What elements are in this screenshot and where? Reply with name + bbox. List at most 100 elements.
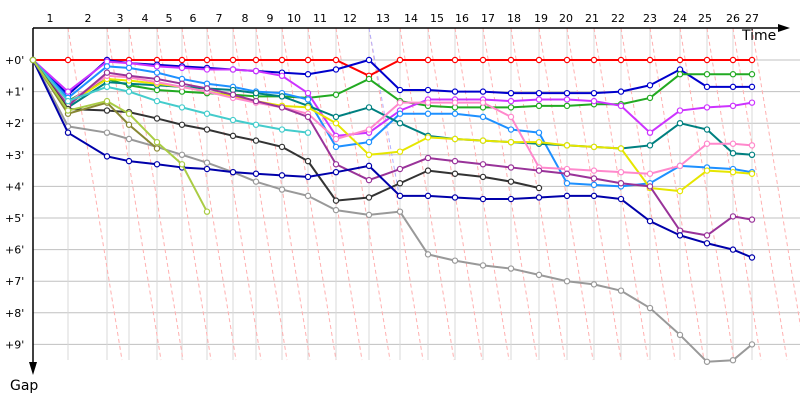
data-point <box>252 178 260 185</box>
data-point <box>729 213 737 220</box>
data-point <box>178 121 186 128</box>
data-point <box>332 168 340 176</box>
data-point <box>646 82 654 89</box>
data-point <box>424 192 432 200</box>
data-point <box>703 140 711 147</box>
data-point <box>396 208 404 215</box>
data-point <box>304 173 312 181</box>
data-point <box>676 331 684 339</box>
data-point <box>729 140 737 147</box>
data-point <box>125 72 133 80</box>
x-tick-label: 2 <box>85 12 92 25</box>
data-point <box>729 102 737 110</box>
data-point <box>365 151 373 158</box>
data-point <box>535 167 543 174</box>
data-point <box>563 170 571 177</box>
data-point <box>703 83 711 91</box>
data-point <box>703 104 711 111</box>
data-point <box>646 129 654 136</box>
data-point <box>125 135 133 143</box>
data-point <box>229 66 237 73</box>
data-point <box>479 88 487 95</box>
data-point <box>590 89 598 97</box>
data-point <box>396 86 404 94</box>
data-point <box>535 102 543 110</box>
data-point <box>646 94 654 102</box>
data-point <box>451 170 459 177</box>
data-point <box>203 208 211 215</box>
data-point <box>103 153 111 160</box>
data-point <box>396 192 404 200</box>
y-tick-label: +1' <box>5 86 24 99</box>
data-point <box>304 71 312 78</box>
data-point <box>563 56 571 64</box>
data-point <box>365 56 373 64</box>
data-point <box>178 56 186 64</box>
data-point <box>365 176 373 184</box>
data-point <box>617 180 625 187</box>
data-point <box>103 63 111 70</box>
data-point <box>748 71 756 78</box>
data-point <box>590 192 598 200</box>
data-point <box>507 56 515 64</box>
data-point <box>252 121 260 128</box>
pace-guide <box>232 27 288 361</box>
y-tick-label: +5' <box>5 212 24 225</box>
data-point <box>365 194 373 201</box>
data-point <box>646 142 654 149</box>
data-point <box>451 157 459 165</box>
x-tick-label: 19 <box>534 12 548 25</box>
data-point <box>563 89 571 97</box>
data-point <box>646 217 654 225</box>
pace-guide <box>206 27 262 361</box>
data-point <box>563 142 571 149</box>
data-point <box>125 121 133 128</box>
data-point <box>729 357 737 364</box>
x-tick-label: 5 <box>166 12 173 25</box>
data-point <box>646 170 654 177</box>
data-point <box>229 168 237 176</box>
y-tick-label: +2' <box>5 117 24 130</box>
data-point <box>203 85 211 92</box>
x-tick-label: 15 <box>430 12 444 25</box>
data-point <box>479 173 487 181</box>
data-point <box>103 83 111 91</box>
data-point <box>617 168 625 176</box>
data-point <box>703 126 711 133</box>
axes <box>29 24 790 375</box>
x-tick-label: 24 <box>673 12 687 25</box>
data-point <box>590 181 598 189</box>
y-tick-label: +7' <box>5 275 24 288</box>
series-15 <box>29 56 211 215</box>
data-point <box>178 64 186 72</box>
data-point <box>479 195 487 203</box>
data-point <box>153 97 161 105</box>
data-point <box>332 143 340 151</box>
data-point <box>203 66 211 73</box>
data-point <box>590 175 598 182</box>
data-point <box>332 66 340 73</box>
data-point <box>703 167 711 174</box>
pace-guide <box>307 27 363 361</box>
data-point <box>479 137 487 144</box>
x-axis-title: Time <box>741 28 776 44</box>
data-point <box>535 138 543 146</box>
data-point <box>748 99 756 106</box>
tick-labels: +0'+1'+2'+3'+4'+5'+6'+7'+8'+9'1 2 3 4 5 6 7 8 9 1… <box>5 12 759 351</box>
data-point <box>729 150 737 157</box>
data-point <box>64 56 72 64</box>
data-point <box>507 265 515 272</box>
data-point <box>332 161 340 168</box>
data-point <box>396 99 404 106</box>
data-point <box>590 143 598 151</box>
data-point <box>617 195 625 203</box>
series-line <box>32 59 753 156</box>
data-point <box>153 145 161 152</box>
data-point <box>153 161 161 168</box>
data-point <box>451 88 459 95</box>
y-tick-label: +8' <box>5 307 24 320</box>
data-point <box>229 56 237 64</box>
data-point <box>507 138 515 146</box>
data-point <box>729 168 737 176</box>
pace-guide <box>620 27 676 361</box>
